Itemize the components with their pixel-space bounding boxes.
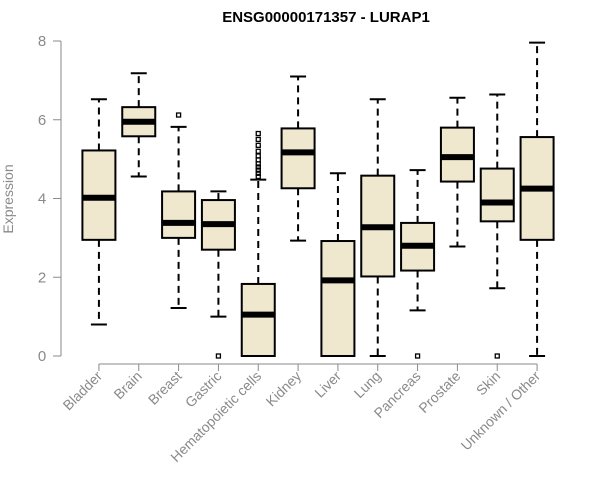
box-lung — [360, 98, 396, 357]
x-tick-label: Kidney — [263, 368, 305, 410]
outlier-point — [255, 153, 261, 159]
box-breast — [161, 112, 197, 309]
y-tick-label: 2 — [38, 269, 46, 286]
box-skin — [479, 93, 515, 359]
x-tick-label: Bladder — [60, 368, 106, 414]
x-tick-label: Liver — [311, 368, 344, 401]
x-tick-label: Brain — [110, 368, 144, 402]
y-tick-label: 8 — [38, 33, 46, 50]
outlier-point — [255, 164, 261, 170]
iqr-box — [240, 282, 276, 358]
outlier-point — [255, 173, 261, 180]
y-tick-label: 0 — [38, 348, 46, 365]
x-tick-label: Prostate — [415, 368, 463, 416]
iqr-box — [161, 190, 197, 239]
box-kidney — [280, 75, 316, 242]
iqr-box — [479, 167, 515, 223]
outlier-point — [414, 353, 421, 359]
outlier-point — [255, 142, 261, 148]
chart-title: ENSG00000171357 - LURAP1 — [222, 9, 430, 26]
outlier-point — [255, 130, 261, 137]
box-gastric — [200, 190, 236, 359]
y-axis: 0 2 4 6 8 — [38, 33, 62, 365]
box-hematopoietic-cells — [240, 130, 276, 358]
iqr-box — [320, 240, 356, 357]
x-tick-label: Skin — [473, 368, 504, 399]
box-prostate — [439, 96, 475, 248]
outlier-point — [255, 167, 261, 173]
y-tick-label: 4 — [38, 191, 46, 208]
boxes-layer — [81, 41, 555, 359]
box-bladder — [81, 98, 117, 326]
outlier-point — [215, 353, 222, 359]
box-unknown-other — [519, 41, 555, 357]
y-axis-label: Expression — [0, 164, 16, 233]
iqr-box — [280, 127, 316, 190]
x-tick-label: Breast — [145, 368, 185, 408]
y-tick-label: 6 — [38, 112, 46, 129]
box-brain — [121, 72, 157, 178]
outlier-point — [255, 136, 261, 143]
outlier-point — [175, 112, 182, 118]
box-pancreas — [400, 169, 436, 359]
box-liver — [320, 172, 356, 357]
outlier-point — [494, 353, 500, 359]
outlier-point — [255, 148, 261, 154]
x-tick-label: Lung — [351, 368, 384, 401]
outlier-point — [255, 170, 261, 176]
